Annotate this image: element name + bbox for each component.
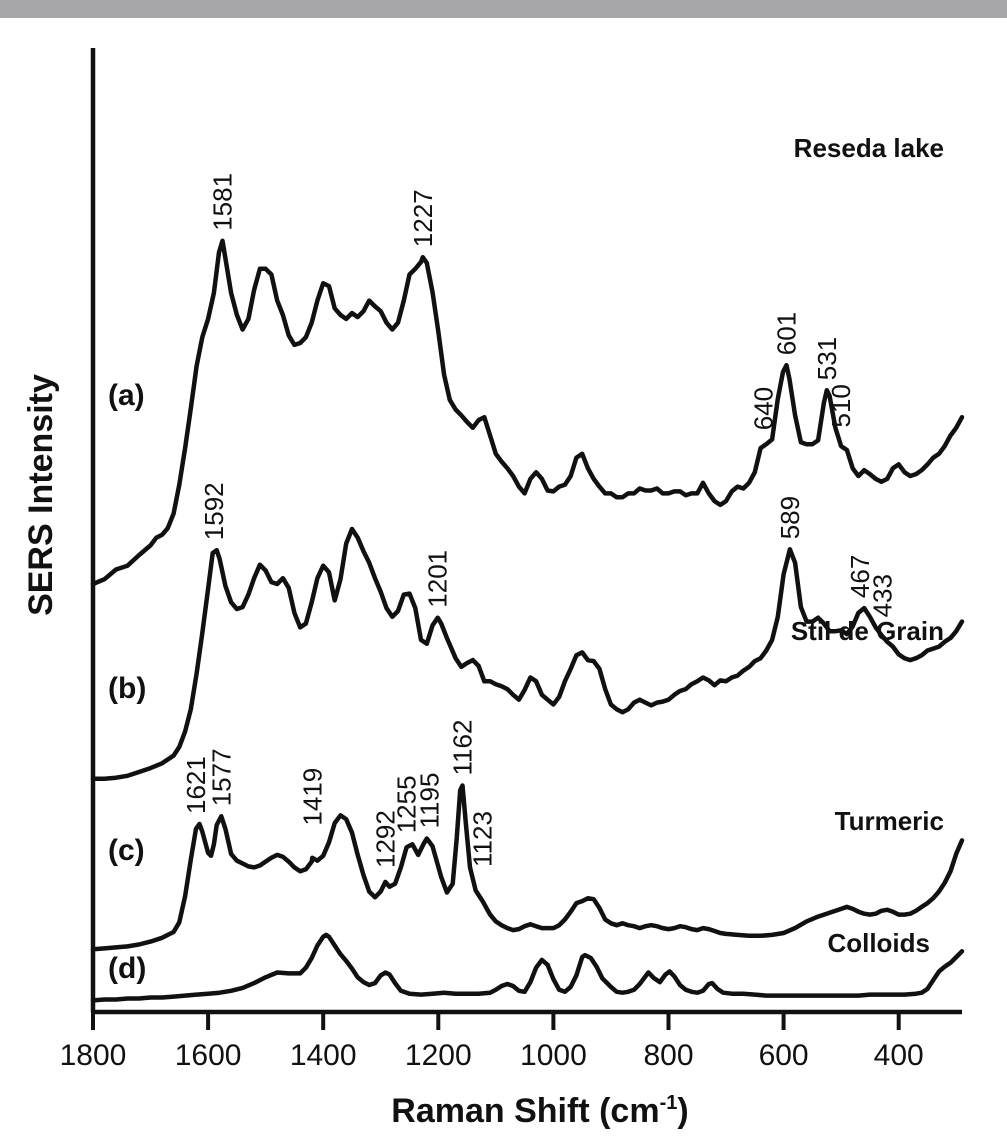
series-line-turmeric	[90, 783, 965, 952]
x-axis-title-main: Raman Shift (cm	[391, 1092, 659, 1130]
axes	[90, 48, 962, 1015]
peak-label-433: 433	[868, 574, 898, 617]
x-axis-title: Raman Shift (cm-1)	[391, 1092, 688, 1130]
peak-label-1255: 1255	[392, 775, 422, 833]
x-axis-title-close: )	[677, 1092, 688, 1130]
x-tick-label-1600: 1600	[175, 1039, 242, 1072]
series-letter-reseda-lake: (a)	[108, 379, 145, 412]
series-letter-stil-de-grain: (b)	[108, 672, 146, 705]
peak-label-1592: 1592	[199, 482, 229, 540]
series-name-reseda-lake: Reseda lake	[794, 133, 944, 163]
series-line-colloids	[90, 932, 965, 1003]
series-letter-turmeric: (c)	[108, 834, 145, 867]
peak-label-1292: 1292	[370, 810, 400, 868]
series-letter-colloids: (d)	[108, 952, 146, 985]
peak-label-1123: 1123	[468, 811, 498, 867]
peak-label-1621: 1621	[181, 756, 211, 814]
series-name-colloids: Colloids	[827, 928, 930, 958]
x-ticks: 1800 1600 1400 1200 1000 800 600 400	[60, 1012, 924, 1072]
series-name-stil-de-grain: Stil de Grain	[791, 616, 944, 646]
series-line-reseda-lake	[90, 238, 965, 587]
peak-label-1227: 1227	[408, 189, 438, 247]
peak-label-1201: 1201	[423, 550, 453, 608]
peak-label-531: 531	[812, 337, 842, 380]
x-tick-label-1400: 1400	[290, 1039, 357, 1072]
peak-label-601: 601	[772, 312, 802, 355]
series-layer: (a) Reseda lake (b) Stil de Grain (c) Turmeri…	[90, 133, 965, 1003]
peak-label-1162: 1162	[448, 720, 478, 776]
peak-label-1195: 1195	[415, 773, 445, 829]
peak-label-589: 589	[775, 496, 805, 539]
x-tick-label-1200: 1200	[405, 1039, 472, 1072]
x-tick-label-800: 800	[643, 1039, 693, 1072]
x-tick-label-600: 600	[759, 1039, 809, 1072]
x-tick-label-1800: 1800	[60, 1039, 127, 1072]
peak-label-467: 467	[845, 555, 875, 598]
peak-label-640: 640	[749, 387, 779, 430]
x-tick-label-1000: 1000	[520, 1039, 587, 1072]
series-name-turmeric: Turmeric	[835, 806, 944, 836]
series-line-stil-de-grain	[90, 526, 965, 781]
top-gray-bar	[0, 0, 1007, 18]
peak-label-1577: 1577	[206, 748, 236, 806]
peak-label-510: 510	[826, 384, 856, 427]
peak-label-1581: 1581	[208, 173, 238, 231]
peak-label-1419: 1419	[297, 768, 327, 826]
x-axis-title-superscript: -1	[660, 1092, 678, 1114]
y-axis-title: SERS Intensity	[22, 374, 60, 616]
x-tick-label-400: 400	[874, 1039, 924, 1072]
